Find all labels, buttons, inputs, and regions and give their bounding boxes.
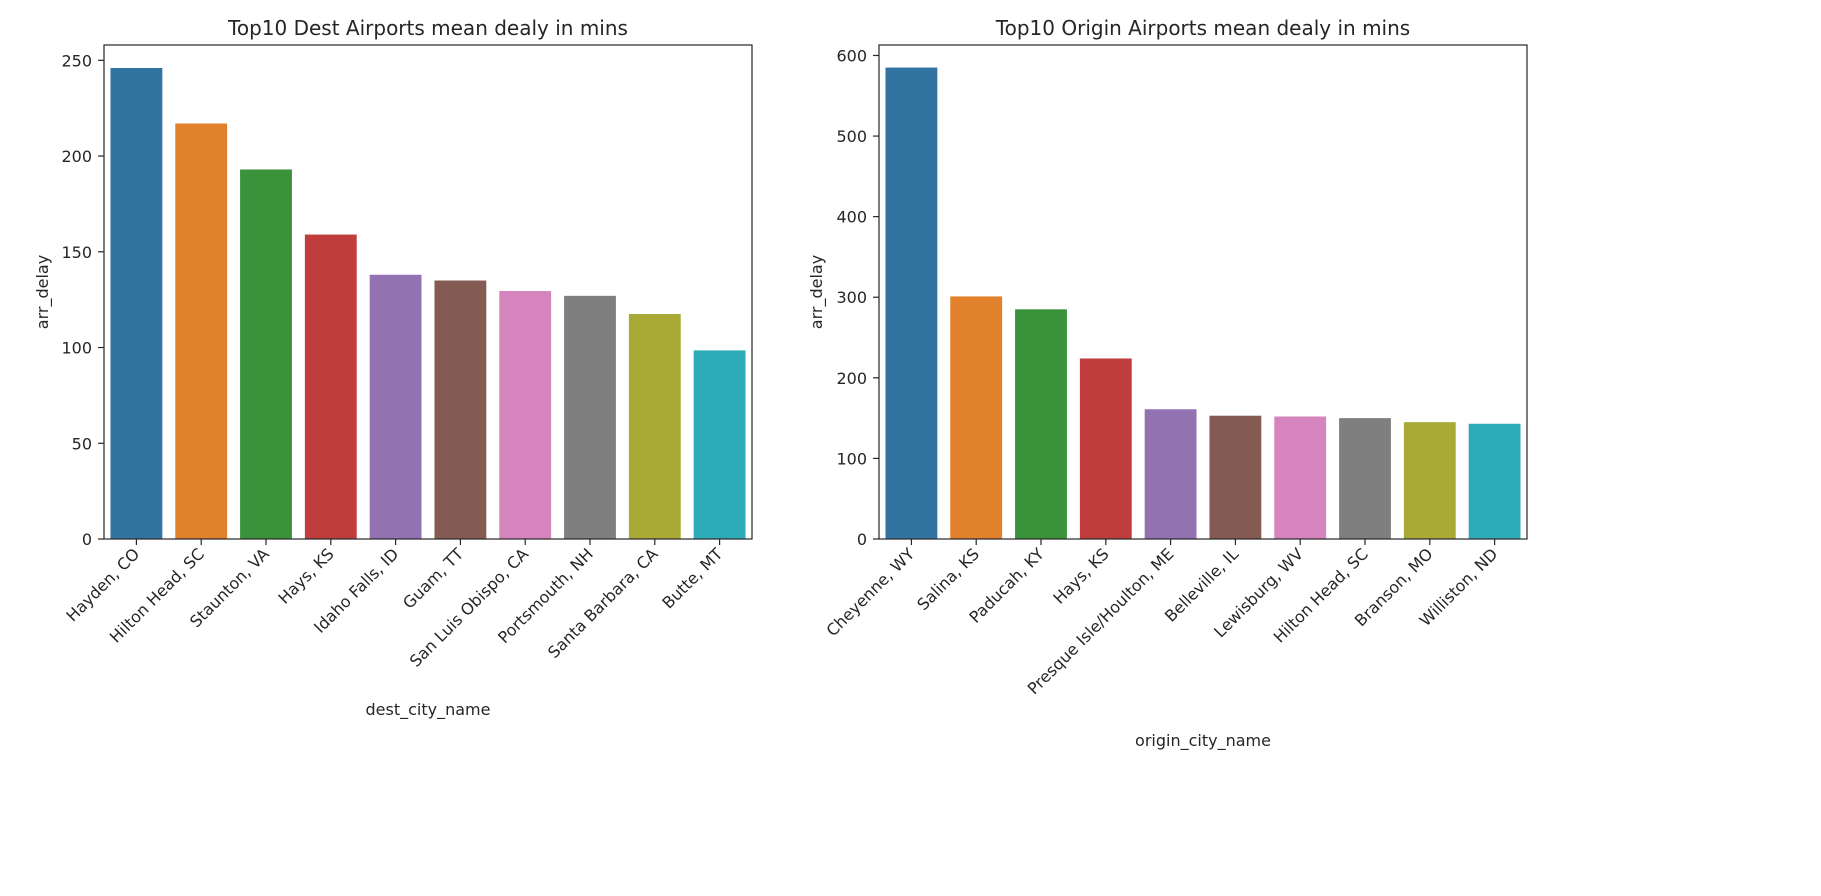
y-tick-label: 250	[61, 51, 92, 70]
x-tick-label: Butte, MT	[658, 544, 726, 612]
bar	[1468, 423, 1521, 539]
bar	[1209, 415, 1262, 539]
y-tick-label: 100	[836, 449, 867, 468]
x-axis-label: dest_city_name	[366, 700, 491, 720]
bar	[110, 67, 163, 539]
y-tick-label: 100	[61, 339, 92, 358]
y-tick-label: 200	[61, 147, 92, 166]
bar	[240, 169, 292, 539]
chart-title: Top10 Dest Airports mean dealy in mins	[227, 16, 628, 40]
bar	[1015, 309, 1067, 539]
y-tick-label: 150	[61, 243, 92, 262]
bar	[434, 280, 487, 539]
bar	[369, 274, 422, 539]
x-tick-label: San Luis Obispo, CA	[406, 544, 532, 670]
bar	[950, 296, 1003, 539]
bar	[1274, 416, 1327, 539]
y-tick-label: 200	[836, 369, 867, 388]
bar	[1079, 358, 1132, 539]
bar	[564, 295, 616, 539]
y-tick-label: 400	[836, 208, 867, 227]
y-tick-label: 50	[72, 434, 92, 453]
y-axis-label: arr_delay	[807, 255, 827, 329]
chart-title: Top10 Origin Airports mean dealy in mins	[995, 16, 1410, 40]
y-tick-label: 300	[836, 288, 867, 307]
x-tick-label: Hays, KS	[1049, 544, 1112, 607]
bar	[304, 234, 357, 539]
y-tick-label: 0	[857, 530, 867, 549]
x-tick-label: Guam, TT	[399, 544, 467, 612]
y-axis-label: arr_delay	[33, 255, 53, 329]
bar	[1144, 409, 1197, 539]
axes-frame	[878, 44, 1528, 540]
axes-frame	[103, 44, 753, 540]
bar	[1339, 418, 1391, 539]
x-tick-label: Hays, KS	[274, 544, 337, 607]
y-tick-label: 600	[836, 46, 867, 65]
bar	[1403, 422, 1456, 539]
bar	[499, 291, 552, 539]
x-axis-label: origin_city_name	[1135, 731, 1271, 751]
y-tick-label: 0	[82, 530, 92, 549]
bar	[628, 314, 681, 539]
x-tick-label: Santa Barbara, CA	[544, 544, 662, 662]
x-tick-label: Cheyenne, WY	[823, 544, 919, 640]
y-tick-label: 500	[836, 127, 867, 146]
bar	[693, 350, 746, 539]
bar	[885, 67, 938, 539]
x-tick-label: Salina, KS	[913, 544, 983, 614]
bar	[175, 123, 228, 539]
